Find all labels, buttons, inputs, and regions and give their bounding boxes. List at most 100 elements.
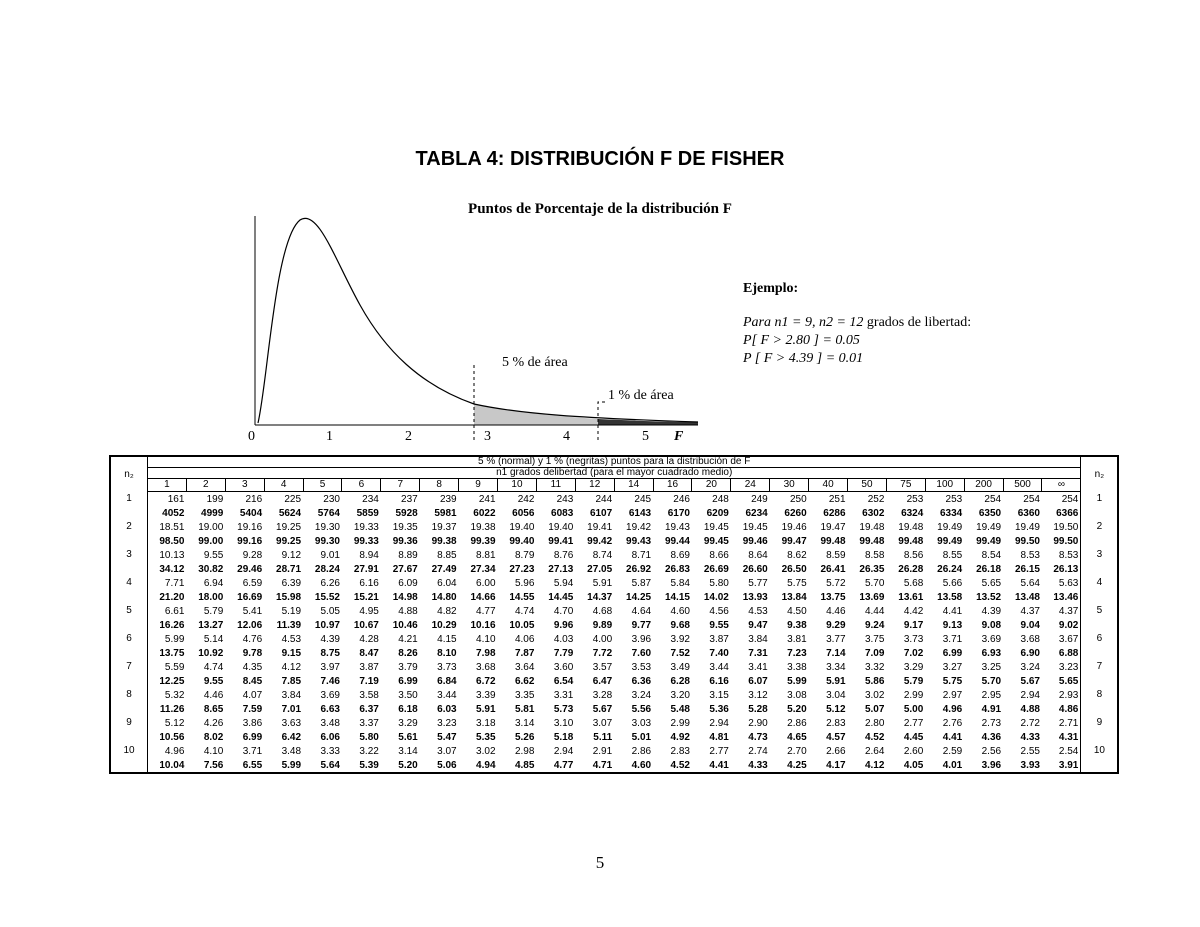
cell: 7.71 [164, 577, 185, 589]
cell: 8.64 [748, 549, 768, 561]
cell: 4.12 [281, 661, 302, 673]
cell: 2.77 [903, 717, 924, 729]
cell: 2.93 [1058, 689, 1079, 701]
cell: 7.72 [592, 647, 613, 659]
axis-label: 2 [405, 429, 412, 444]
cell: 26.28 [898, 563, 924, 575]
row: 3 10.13 9.55 9.28 9.12 9.01 8.94 8.89 8.85 8.81 8.… [110, 548, 1119, 576]
axis-label: 5 [642, 429, 649, 444]
cell: 6.04 [437, 577, 457, 589]
cell: 14.15 [664, 591, 690, 603]
cell: 13.93 [742, 591, 768, 603]
row: 9 5.12 4.26 3.86 3.63 3.48 3.37 3.29 3.23 3.18 3.1… [110, 716, 1119, 744]
cell: 11.39 [276, 619, 302, 631]
cell: 4.03 [553, 633, 574, 645]
cell: 8.81 [476, 549, 496, 561]
cell: 4.21 [398, 633, 418, 645]
cell: 6170 [667, 507, 690, 519]
cell: 3.24 [1020, 661, 1040, 673]
cell: 16.26 [159, 619, 185, 631]
subtitle: Puntos de Porcentaje de la distribución … [468, 201, 732, 217]
cell: 5.99 [281, 759, 302, 771]
cell: 7.60 [631, 647, 652, 659]
cell: 3.24 [631, 689, 652, 701]
cell: 99.16 [237, 535, 263, 547]
cell: 8.79 [514, 549, 535, 561]
cell: 5.70 [864, 577, 885, 589]
cell: 4.07 [242, 689, 263, 701]
cell: 2.64 [864, 745, 885, 757]
cell: 4.39 [981, 605, 1002, 617]
cell: 3.02 [864, 689, 885, 701]
cell: 5.68 [903, 577, 924, 589]
cell: 2.97 [942, 689, 963, 701]
row: 1 161 199 216 225 230 234 237 239 241 242 243 244 245… [110, 491, 1119, 520]
cell: 30.82 [198, 563, 224, 575]
cell: 4.42 [903, 605, 924, 617]
cell: 5 [1080, 604, 1119, 632]
cell: 4.05 [903, 759, 924, 771]
cell: 19.30 [314, 521, 340, 533]
row: 10 4.96 4.10 3.71 3.48 3.33 3.22 3.14 3.07 3.02 2.… [110, 744, 1119, 773]
cell: 19.49 [937, 521, 963, 533]
cell: 3.53 [631, 661, 652, 673]
cell: 4999 [201, 507, 224, 519]
cell: 12 [574, 478, 615, 492]
cell: 10.92 [198, 647, 224, 659]
cell: 6.16 [709, 675, 729, 687]
cell: 5404 [239, 507, 263, 519]
cell: 5.07 [864, 703, 885, 715]
cell: 3.07 [437, 745, 457, 757]
cell: 9 [458, 478, 499, 492]
cell: 6.63 [320, 703, 340, 715]
cell: 8 [110, 688, 148, 716]
example-heading: Ejemplo: [743, 281, 799, 296]
cell: 99.48 [820, 535, 846, 547]
cell: 3.31 [553, 689, 574, 701]
cell: 99.30 [314, 535, 340, 547]
density-curve [257, 217, 699, 424]
cell: 4.82 [437, 605, 457, 617]
cell: 7.87 [514, 647, 535, 659]
cell: 3.92 [670, 633, 690, 645]
cell: 5.56 [631, 703, 652, 715]
cell: n1 grados delibertad (para el mayor cuad… [147, 467, 1081, 479]
cell: 230 [323, 493, 340, 505]
example-intro: Para n1 = 9, n2 = 12 grados de libertad: [743, 315, 971, 331]
cell: 4.57 [826, 731, 846, 743]
row: 5 6.61 5.79 5.41 5.19 5.05 4.95 4.88 4.82 4.77 4.7… [110, 604, 1119, 632]
cell: 6.36 [631, 675, 652, 687]
cell: 6260 [784, 507, 807, 519]
cell: 19.25 [276, 521, 302, 533]
row: 13.75 10.92 9.78 9.15 8.75 8.47 8.26 8.10 7.98 7.… [110, 646, 1118, 660]
cell: 6 [110, 632, 148, 660]
cell: 19.38 [470, 521, 496, 533]
cell: 246 [673, 493, 690, 505]
row: 12.25 9.55 8.45 7.85 7.46 7.19 6.99 6.84 6.72 6.6… [110, 674, 1118, 688]
dashed-line [597, 401, 606, 440]
cell: 200 [963, 478, 1004, 492]
cell: 5.01 [631, 731, 652, 743]
cell: 16.69 [237, 591, 263, 603]
cell: 27.49 [431, 563, 457, 575]
cell: 4.94 [476, 759, 496, 771]
cell: 2.77 [709, 745, 729, 757]
cell: 2.80 [864, 717, 885, 729]
cell: 15.52 [314, 591, 340, 603]
page-number: 5 [595, 853, 605, 872]
cell: 13.58 [937, 591, 963, 603]
cell: 6.54 [553, 675, 574, 687]
cell: 27.67 [392, 563, 418, 575]
cell: 5.75 [942, 675, 963, 687]
cell: 26.83 [664, 563, 690, 575]
cell: 5.00 [903, 703, 924, 715]
cell: 4.41 [942, 605, 963, 617]
cell: 237 [401, 493, 418, 505]
cell: 26.41 [820, 563, 846, 575]
cell: 4.15 [437, 633, 457, 645]
cell: 9.55 [203, 549, 224, 561]
cell: 10 [1080, 744, 1119, 773]
cell: 4.06 [514, 633, 535, 645]
cell: 99.49 [937, 535, 963, 547]
